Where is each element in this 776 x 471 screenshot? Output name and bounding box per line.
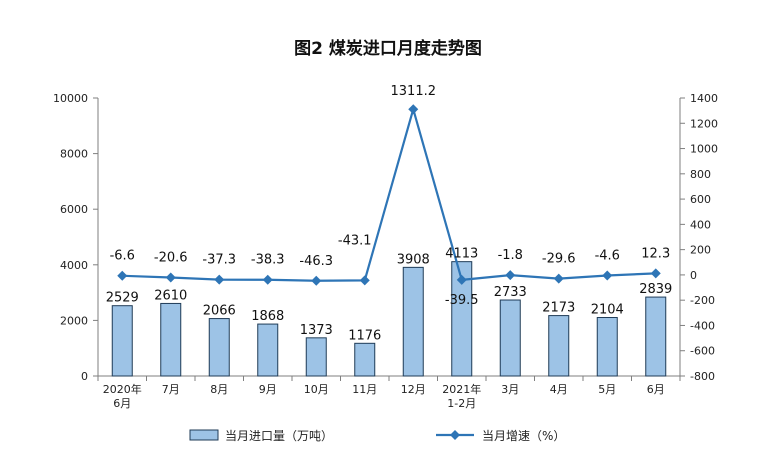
bar-data-label: 2839	[639, 282, 672, 297]
bar	[548, 315, 570, 377]
x-tick-label: 7月	[162, 383, 180, 396]
bar-data-label: 2610	[154, 288, 187, 303]
growth-point	[359, 275, 370, 286]
x-tick-label: 11月	[352, 383, 377, 396]
bar	[111, 305, 133, 377]
right-tick-label: 600	[690, 193, 711, 206]
bar	[160, 302, 182, 377]
left-tick-label: 6000	[60, 203, 88, 216]
legend-line-label: 当月增速（%）	[482, 429, 565, 443]
bar-data-label: 4113	[445, 247, 478, 262]
bar-data-label: 2529	[106, 291, 139, 306]
line-data-label: 1311.2	[391, 84, 437, 99]
growth-point	[408, 104, 419, 115]
line-data-label: 12.3	[641, 246, 670, 261]
bar-data-label: 1868	[251, 309, 284, 324]
bar-data-label: 3908	[397, 252, 430, 267]
right-tick-label: 0	[690, 269, 697, 282]
left-tick-label: 4000	[60, 259, 88, 272]
line-data-label: -39.5	[445, 293, 479, 308]
line-data-label: -6.6	[110, 249, 135, 264]
growth-point	[311, 275, 322, 286]
x-tick-label: 3月	[501, 383, 519, 396]
x-tick-label: 4月	[550, 383, 568, 396]
x-tick-label: 12月	[401, 383, 426, 396]
right-tick-label: 400	[690, 218, 711, 231]
line-data-label: -43.1	[338, 233, 372, 248]
x-tick-label: 2020年 6月	[103, 382, 142, 410]
bar-data-label: 2066	[203, 304, 236, 319]
bar	[499, 299, 521, 377]
chart-title: 图2 煤炭进口月度走势图	[294, 39, 482, 59]
bar-data-label: 2173	[542, 301, 575, 316]
legend-bar-swatch	[189, 429, 219, 441]
x-tick-label: 10月	[304, 383, 329, 396]
right-tick-label: 200	[690, 244, 711, 257]
bar-data-label: 2104	[591, 303, 624, 318]
line-data-label: -38.3	[251, 253, 285, 268]
x-tick-label: 2021年 1-2月	[442, 382, 481, 410]
line-data-label: -4.6	[595, 248, 620, 263]
growth-point	[117, 270, 128, 281]
bar-data-label: 1176	[348, 328, 381, 343]
x-tick-label: 5月	[598, 383, 616, 396]
line-data-label: -37.3	[202, 253, 236, 268]
right-tick-label: -600	[690, 345, 715, 358]
bar	[451, 261, 473, 377]
legend-bar-label: 当月进口量（万吨）	[225, 429, 333, 443]
bar	[354, 342, 376, 377]
growth-point	[262, 274, 273, 285]
right-tick-label: 800	[690, 168, 711, 181]
growth-point	[165, 272, 176, 283]
growth-point	[214, 274, 225, 285]
left-tick-label: 0	[81, 370, 88, 383]
right-tick-label: 1200	[690, 117, 718, 130]
right-tick-label: -200	[690, 294, 715, 307]
bar-data-label: 2733	[494, 285, 527, 300]
line-data-label: -1.8	[498, 248, 523, 263]
right-tick-label: 1400	[690, 92, 718, 105]
right-tick-label: 1000	[690, 143, 718, 156]
bar	[402, 266, 424, 377]
bar	[596, 317, 618, 377]
left-tick-label: 8000	[60, 148, 88, 161]
right-tick-label: -800	[690, 370, 715, 383]
growth-point	[650, 268, 661, 279]
growth-line	[122, 105, 656, 282]
right-tick-label: -400	[690, 319, 715, 332]
bar	[305, 337, 327, 377]
growth-point	[505, 270, 516, 281]
x-tick-label: 9月	[259, 383, 277, 396]
line-data-label: -20.6	[154, 251, 188, 266]
growth-point	[456, 274, 467, 285]
legend-line-marker	[450, 430, 460, 440]
line-data-label: -46.3	[299, 254, 333, 269]
left-tick-label: 10000	[53, 92, 88, 105]
bar	[208, 318, 230, 377]
x-tick-label: 8月	[210, 383, 228, 396]
left-tick-label: 2000	[60, 314, 88, 327]
growth-point	[602, 270, 613, 281]
growth-point	[553, 273, 564, 284]
bar-data-label: 1373	[300, 323, 333, 338]
bar	[645, 296, 667, 377]
bar	[257, 323, 279, 377]
x-tick-label: 6月	[647, 383, 665, 396]
line-data-label: -29.6	[542, 252, 576, 267]
